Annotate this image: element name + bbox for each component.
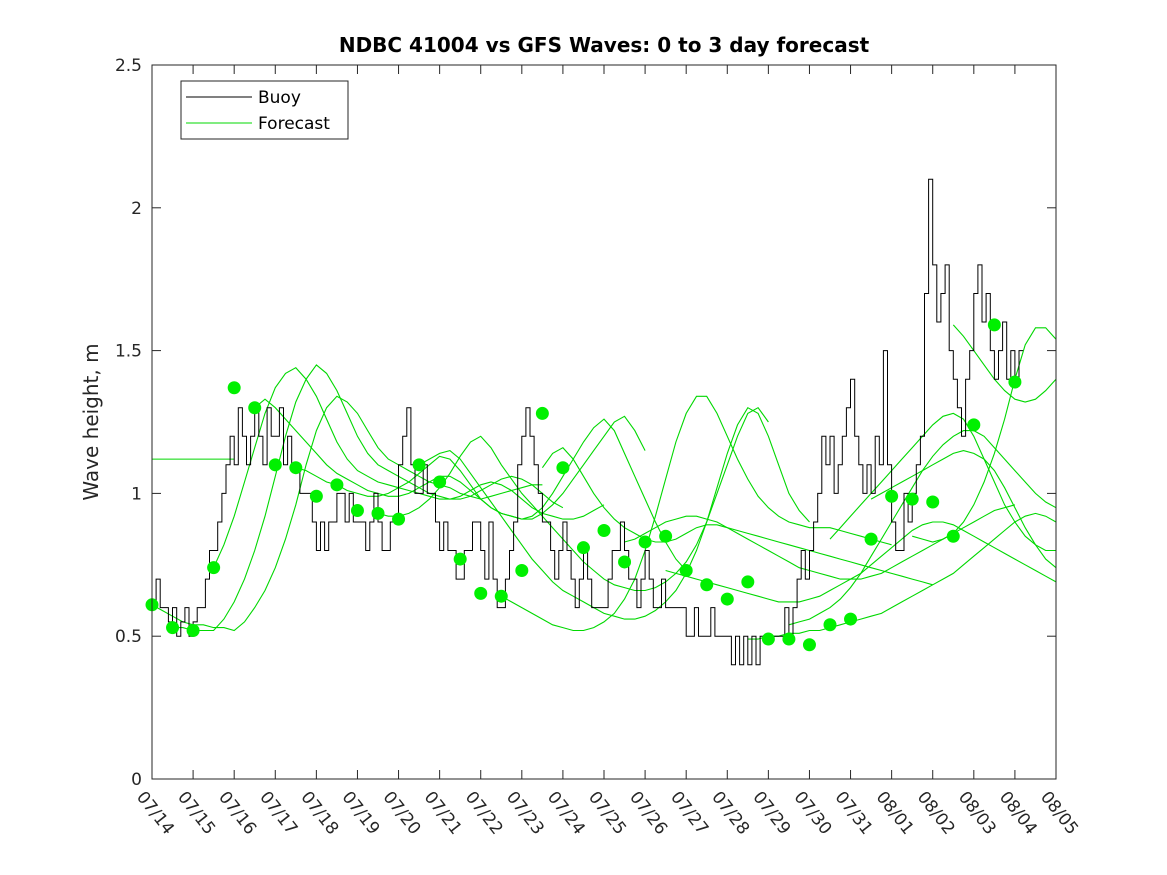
forecast-point [474, 586, 488, 600]
forecast-point [494, 589, 508, 603]
forecast-point [412, 458, 426, 472]
forecast-lines [151, 324, 1057, 640]
forecast-point [700, 578, 714, 592]
forecast-run-line [912, 327, 1057, 543]
forecast-run-line [829, 412, 1056, 552]
forecast-point [946, 529, 960, 543]
forecast-point [227, 381, 241, 395]
forecast-point [309, 489, 323, 503]
forecast-point [741, 575, 755, 589]
forecast-point [248, 401, 262, 415]
y-axis-ticks: 0 0.5 1 1.5 2 2.5 [115, 56, 1056, 790]
forecast-point [905, 492, 919, 506]
plot-background [152, 65, 1056, 779]
forecast-point [1008, 375, 1022, 389]
forecast-run-line [952, 324, 1057, 403]
y-tick-label: 2.5 [115, 56, 142, 76]
y-tick-label: 1 [131, 484, 142, 504]
forecast-point [207, 561, 221, 575]
forecast-point [597, 524, 611, 538]
forecast-point [433, 475, 447, 489]
forecast-point [926, 495, 940, 509]
forecast-point [268, 458, 282, 472]
forecast-point [535, 406, 549, 420]
forecast-point [166, 621, 180, 635]
forecast-point [350, 504, 364, 518]
forecast-point [186, 623, 200, 637]
forecast-point [453, 552, 467, 566]
forecast-run-line [747, 512, 1057, 640]
forecast-point [844, 612, 858, 626]
forecast-point [330, 478, 344, 492]
forecast-point [289, 461, 303, 475]
chart-title: NDBC 41004 vs GFS Waves: 0 to 3 day fore… [339, 33, 870, 57]
forecast-point [576, 541, 590, 555]
y-axis-label: Wave height, m [79, 343, 103, 500]
forecast-markers [145, 318, 1022, 652]
forecast-point [782, 632, 796, 646]
plot-area [145, 65, 1057, 779]
forecast-run-line [870, 450, 1057, 569]
forecast-point [802, 638, 816, 652]
forecast-point [885, 489, 899, 503]
forecast-run-line [151, 395, 543, 632]
forecast-run-line [418, 406, 810, 620]
forecast-run-line [213, 367, 605, 568]
forecast-point [761, 632, 775, 646]
forecast-point [864, 532, 878, 546]
forecast-run-line [541, 447, 933, 586]
forecast-point [556, 461, 570, 475]
forecast-point [515, 564, 529, 578]
y-tick-label: 1.5 [115, 342, 142, 362]
forecast-run-line [172, 364, 564, 632]
forecast-run-line [501, 395, 892, 632]
forecast-point [638, 535, 652, 549]
legend-forecast-label: Forecast [258, 114, 330, 134]
forecast-point [371, 506, 385, 520]
forecast-point [823, 618, 837, 632]
legend: Buoy Forecast [180, 80, 349, 140]
forecast-run-line [295, 418, 687, 571]
legend-buoy-label: Buoy [258, 88, 301, 108]
forecast-point [659, 529, 673, 543]
legend-box [180, 80, 349, 140]
forecast-point [720, 592, 734, 606]
forecast-point [392, 512, 406, 526]
forecast-point [618, 555, 632, 569]
y-tick-label: 2 [131, 199, 142, 219]
forecast-point [967, 418, 981, 432]
forecast-point [679, 564, 693, 578]
forecast-point [987, 318, 1001, 332]
y-tick-label: 0 [131, 770, 142, 790]
y-tick-label: 0.5 [115, 627, 142, 647]
